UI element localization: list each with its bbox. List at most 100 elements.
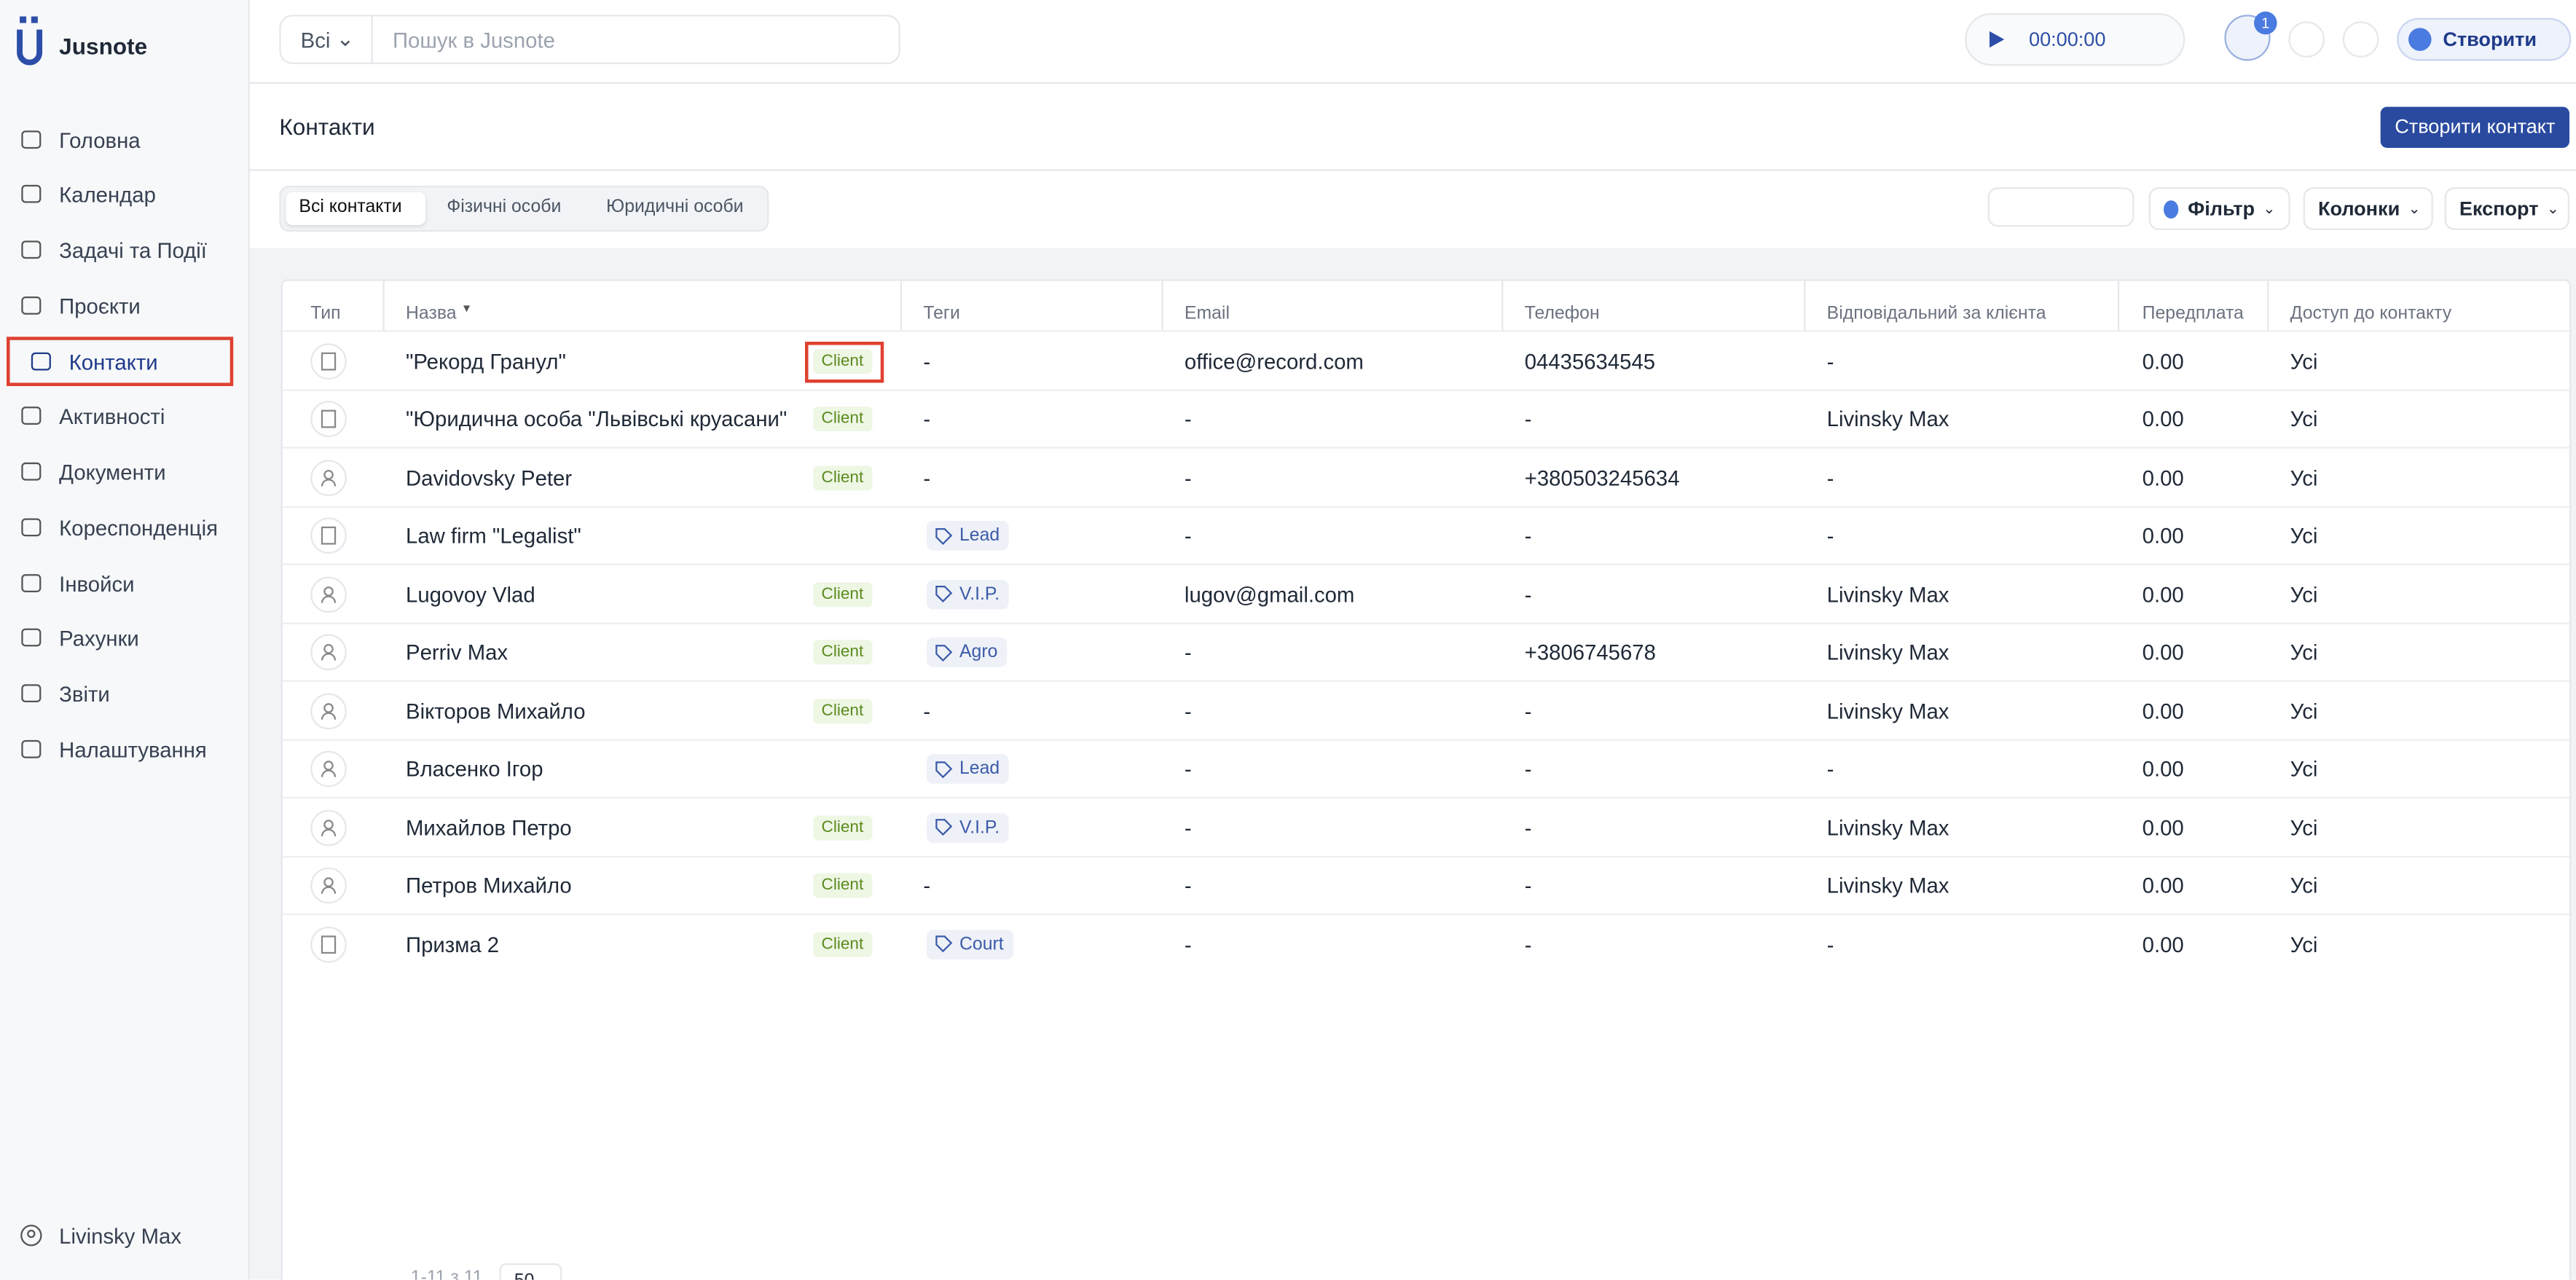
prepay-cell: 0.00 xyxy=(2142,348,2184,373)
prepay-cell: 0.00 xyxy=(2142,698,2184,723)
table-row[interactable]: Призма 2 Client Court - - - 0.00 Усі xyxy=(282,913,2569,973)
table-row[interactable]: Davidovsky Peter Client - - +380503245634 - 0.… xyxy=(282,447,2569,506)
nav-icon xyxy=(21,462,42,481)
column-separator xyxy=(1161,280,1163,331)
nav-item[interactable]: Активності xyxy=(20,398,165,434)
table-row[interactable]: Власенко Ігор Lead - - - 0.00 Усі xyxy=(282,738,2569,798)
status-badge: Client xyxy=(813,698,872,723)
tag-empty: - xyxy=(923,698,931,723)
nav-item[interactable]: Головна xyxy=(20,122,141,158)
phone-cell: - xyxy=(1524,814,1532,840)
nav-item[interactable]: Проєкти xyxy=(20,288,141,324)
nav-item[interactable]: Налаштування xyxy=(20,731,207,768)
toolbar-button[interactable]: Експорт ⌄ xyxy=(2444,187,2569,230)
nav-label: Інвойси xyxy=(59,570,135,596)
table-row[interactable]: "Юридична особа "Львівські круасани" Clie… xyxy=(282,388,2569,447)
tab[interactable]: Фізичні особи xyxy=(447,197,562,217)
prepay-cell: 0.00 xyxy=(2142,756,2184,782)
apps-button[interactable] xyxy=(2342,21,2379,58)
column-separator xyxy=(900,280,903,331)
search-scope[interactable]: Всі ⌄ xyxy=(281,16,373,63)
type-icon xyxy=(310,342,347,379)
tab[interactable]: Юридичні особи xyxy=(606,197,744,217)
nav-label: Звіти xyxy=(59,680,110,706)
responsible-cell: Livinsky Max xyxy=(1826,581,1949,607)
contact-name[interactable]: Михайлов Петро xyxy=(406,814,572,840)
phone-cell: - xyxy=(1524,698,1532,723)
column-separator xyxy=(1501,280,1504,331)
search[interactable]: Всі ⌄ Пошук в Jusnote xyxy=(279,15,900,64)
type-icon xyxy=(310,867,347,904)
status-badge: Client xyxy=(813,814,872,840)
nav-item[interactable]: Рахунки xyxy=(20,619,139,656)
divider xyxy=(249,169,2576,171)
access-cell: Усі xyxy=(2290,640,2318,665)
prepay-cell: 0.00 xyxy=(2142,873,2184,898)
nav-label: Налаштування xyxy=(59,737,207,762)
nav-item[interactable]: Календар xyxy=(20,176,156,212)
contact-name[interactable]: Perriv Max xyxy=(406,640,508,665)
contact-name[interactable]: "Юридична особа "Львівські круасани" xyxy=(406,407,788,431)
tag-empty: - xyxy=(923,348,931,373)
contact-name[interactable]: Lugovoy Vlad xyxy=(406,581,535,607)
timer-value: 00:00:00 xyxy=(2029,28,2106,51)
tag: V.I.P. xyxy=(926,812,1010,842)
nav-item[interactable]: Звіти xyxy=(20,675,110,712)
toolbar-label: Колонки xyxy=(2317,197,2400,221)
email-cell: - xyxy=(1184,523,1192,549)
scope-label: Всі xyxy=(300,27,331,52)
user[interactable]: Livinsky Max xyxy=(20,1217,181,1254)
toolbar-button[interactable]: Колонки ⌄ xyxy=(2303,187,2433,230)
type-icon xyxy=(310,809,347,846)
contact-name[interactable]: Призма 2 xyxy=(406,931,500,957)
table-row[interactable]: Lugovoy Vlad Client V.I.P. lugov@gmail.com -… xyxy=(282,563,2569,622)
chat-button[interactable] xyxy=(2288,21,2325,58)
nav-icon xyxy=(31,352,51,371)
nav-icon xyxy=(21,130,42,149)
status-badge: Client xyxy=(813,581,872,607)
column-separator xyxy=(2117,280,2120,331)
nav-item[interactable]: Інвойси xyxy=(20,565,134,602)
nav-item[interactable]: Контакти xyxy=(30,343,158,380)
toolbar-button[interactable]: Фільтр ⌄ xyxy=(2148,187,2290,230)
table-row[interactable]: "Рекорд Гранул" Client - office@record.com 0… xyxy=(282,330,2569,389)
tag: Court xyxy=(926,929,1014,959)
contact-name[interactable]: Петров Михайло xyxy=(406,873,572,898)
nav-icon xyxy=(21,739,42,758)
table-search[interactable] xyxy=(1987,187,2135,227)
table-row[interactable]: Вікторов Михайло Client - - - Livinsky Max 0.0… xyxy=(282,680,2569,739)
nav-label: Календар xyxy=(59,181,156,207)
chevron: ⌄ xyxy=(2263,199,2276,216)
table-row[interactable]: Петров Михайло Client - - - Livinsky Max 0.00 У… xyxy=(282,855,2569,914)
create-contact-button[interactable]: Створити контакт xyxy=(2380,106,2569,148)
nav-icon xyxy=(21,240,42,259)
table-row[interactable]: Михайлов Петро Client V.I.P. - - Livinsky Max… xyxy=(282,796,2569,856)
contact-name[interactable]: "Рекорд Гранул" xyxy=(406,348,566,373)
nav-icon xyxy=(21,184,42,203)
notification-count: 1 xyxy=(2253,11,2277,35)
contact-name[interactable]: Власенко Ігор xyxy=(406,756,543,782)
tag-icon xyxy=(935,585,953,602)
nav-item[interactable]: Кореспонденція xyxy=(20,509,218,546)
tab[interactable]: Всі контакти xyxy=(299,197,402,217)
person-icon xyxy=(321,643,337,661)
create-menu[interactable]: Створити xyxy=(2397,17,2572,61)
status-badge: Client xyxy=(813,931,872,957)
contact-name[interactable]: Davidovsky Peter xyxy=(406,465,573,490)
contact-name[interactable]: Вікторов Михайло xyxy=(406,698,586,723)
email-cell: lugov@gmail.com xyxy=(1184,581,1355,607)
prepay-cell: 0.00 xyxy=(2142,640,2184,665)
nav-item[interactable]: Задачі та Події xyxy=(20,232,207,268)
access-cell: Усі xyxy=(2290,523,2318,549)
table-row[interactable]: Perriv Max Client Agro - +3806745678 Livinsky… xyxy=(282,621,2569,681)
highlight xyxy=(7,337,234,386)
table-row[interactable]: Law firm "Legalist" Lead - - - 0.00 Усі xyxy=(282,505,2569,564)
nav-item[interactable]: Документи xyxy=(20,453,166,490)
per-page[interactable]: 50 xyxy=(499,1263,562,1280)
user-icon xyxy=(20,1225,42,1246)
timer[interactable]: 00:00:00 xyxy=(1965,13,2186,66)
email-cell: - xyxy=(1184,640,1192,665)
contact-name[interactable]: Law firm "Legalist" xyxy=(406,523,581,549)
nav-label: Задачі та Події xyxy=(59,237,207,262)
